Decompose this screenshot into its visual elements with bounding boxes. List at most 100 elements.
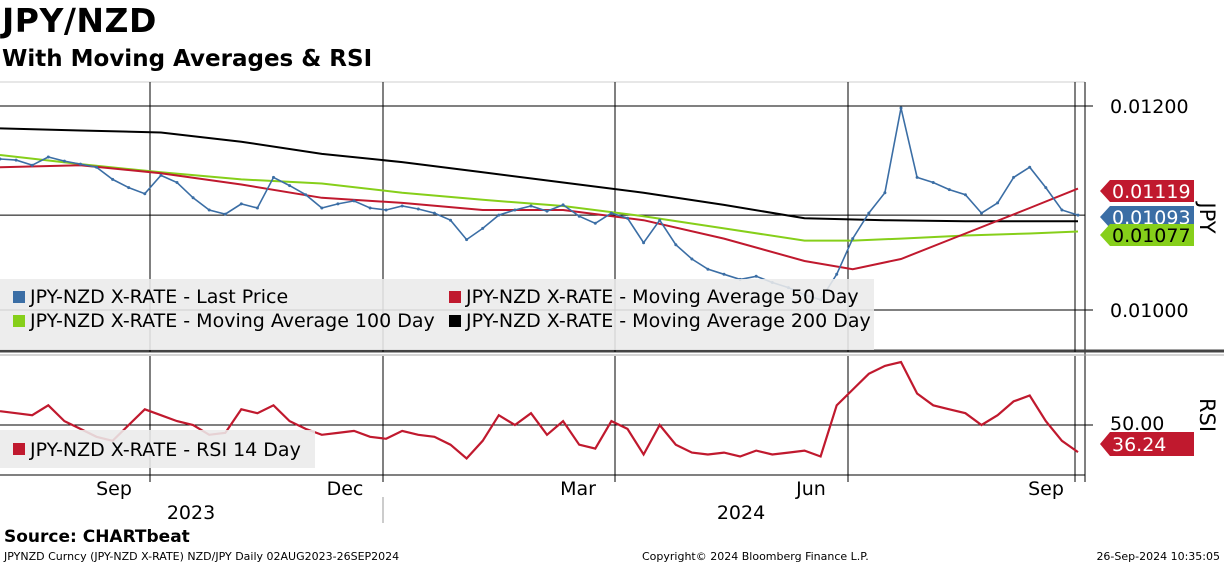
price-point-27	[432, 211, 436, 215]
price-point-43	[690, 257, 694, 261]
ytick-label-main-1: 0.01000	[1110, 300, 1189, 322]
legend-label-0: JPY-NZD X-RATE - Last Price	[29, 286, 288, 308]
price-point-17	[272, 175, 275, 179]
value-tag-label-rsi: 36.24	[1112, 434, 1166, 456]
legend-box-rsi	[0, 430, 315, 468]
price-point-40	[642, 241, 646, 245]
price-point-5	[78, 162, 82, 166]
footer-description: JPYNZD Curncy (JPY-NZD X-RATE) NZD/JPY D…	[4, 550, 400, 563]
price-point-60	[963, 193, 967, 197]
price-point-19	[304, 193, 308, 197]
value-tag-label-0: 0.01119	[1112, 181, 1191, 203]
xtick-label-3: Jun	[795, 478, 826, 500]
price-point-52	[835, 272, 839, 276]
price-point-36	[577, 214, 581, 218]
price-point-28	[449, 218, 452, 222]
value-tag-2	[1100, 224, 1194, 246]
legend-swatch-2	[13, 315, 25, 327]
legend-label-1: JPY-NZD X-RATE - Moving Average 50 Day	[465, 286, 859, 308]
ytick-label-rsi-0: 50.00	[1110, 413, 1164, 435]
price-point-61	[980, 211, 983, 215]
price-point-16	[255, 206, 259, 210]
price-point-62	[996, 201, 1000, 205]
price-point-25	[400, 204, 404, 208]
value-tag-label-1: 0.01093	[1112, 207, 1191, 229]
price-point-55	[883, 191, 887, 195]
xtick-label-1: Dec	[327, 478, 364, 500]
price-point-35	[561, 203, 565, 207]
price-point-8	[127, 186, 131, 190]
price-point-30	[481, 226, 485, 230]
price-point-23	[368, 206, 372, 210]
price-point-9	[143, 192, 147, 196]
price-point-41	[658, 218, 662, 222]
price-point-39	[626, 216, 629, 220]
price-point-10	[159, 173, 163, 177]
yaxis-title-main: JPY	[1195, 200, 1219, 233]
price-point-59	[947, 188, 951, 192]
price-point-13	[207, 208, 211, 212]
value-tag-rsi	[1100, 432, 1194, 456]
price-point-67	[1076, 213, 1080, 217]
ytick-label-main-0: 0.01200	[1110, 96, 1189, 118]
price-point-3	[46, 155, 50, 159]
xtick-label-2: Mar	[560, 478, 596, 500]
price-point-2	[30, 163, 34, 167]
price-point-12	[191, 196, 195, 200]
legend-label-rsi: JPY-NZD X-RATE - RSI 14 Day	[29, 439, 301, 461]
xtick-label-0: Sep	[96, 478, 132, 500]
price-point-38	[609, 211, 613, 215]
price-point-54	[867, 211, 871, 215]
year-label-0: 2023	[167, 502, 215, 524]
price-point-63	[1012, 175, 1016, 179]
price-point-6	[95, 165, 98, 169]
price-point-34	[545, 209, 549, 213]
series-line-rsi	[0, 360, 1079, 461]
price-point-7	[111, 177, 115, 181]
price-point-57	[915, 175, 919, 179]
price-point-26	[416, 207, 420, 211]
legend-box-main	[0, 279, 874, 350]
year-label-1: 2024	[717, 502, 765, 524]
value-tag-0	[1100, 180, 1194, 202]
price-point-32	[513, 208, 517, 212]
value-tag-1	[1100, 206, 1194, 228]
legend-swatch-1	[449, 291, 461, 303]
price-point-56	[899, 106, 903, 110]
price-point-22	[352, 199, 356, 203]
chart-title: JPY/NZD	[2, 1, 157, 40]
source-label: Source: CHARTbeat	[4, 527, 190, 547]
value-tag-label-2: 0.01077	[1112, 225, 1191, 247]
series-line-last-price	[0, 107, 1079, 301]
price-point-29	[465, 238, 469, 242]
price-point-1	[14, 158, 18, 162]
price-point-65	[1044, 186, 1048, 190]
chart-subtitle: With Moving Averages & RSI	[2, 46, 373, 72]
price-point-18	[288, 184, 292, 188]
footer-copyright: Copyright© 2024 Bloomberg Finance L.P.	[642, 550, 869, 563]
price-point-20	[320, 206, 324, 210]
price-point-66	[1060, 208, 1064, 212]
legend-swatch-rsi	[13, 443, 25, 455]
price-point-15	[239, 202, 243, 206]
price-point-64	[1028, 165, 1032, 169]
price-point-42	[674, 243, 678, 247]
price-point-11	[175, 181, 179, 184]
yaxis-title-rsi: RSI	[1195, 398, 1219, 432]
price-point-31	[497, 213, 501, 217]
price-point-53	[851, 237, 855, 241]
price-point-33	[529, 204, 533, 208]
price-point-0	[0, 157, 2, 161]
series-line-moving-average-100-day	[0, 154, 1079, 242]
series-line-moving-average-50-day	[0, 164, 1079, 271]
footer-timestamp: 26-Sep-2024 10:35:05	[1096, 550, 1220, 563]
price-point-4	[62, 159, 66, 163]
price-point-45	[722, 272, 726, 276]
price-point-58	[931, 181, 935, 184]
price-point-44	[706, 267, 710, 271]
price-point-14	[223, 212, 227, 216]
legend-label-3: JPY-NZD X-RATE - Moving Average 200 Day	[465, 310, 871, 332]
price-point-21	[336, 202, 340, 206]
price-point-24	[384, 208, 388, 212]
